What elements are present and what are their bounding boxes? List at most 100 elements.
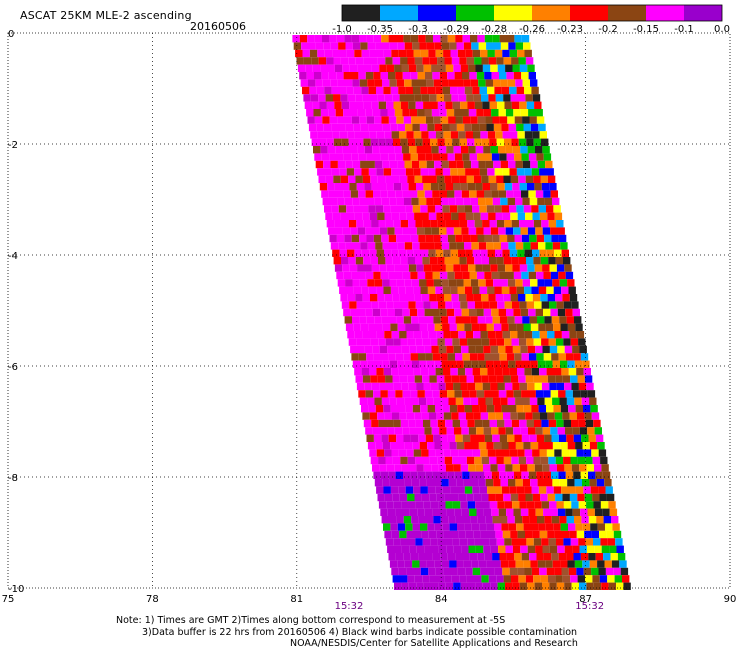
wind-cell xyxy=(363,101,372,109)
wind-cell xyxy=(593,582,602,590)
wind-cell xyxy=(525,57,534,65)
wind-cell xyxy=(510,530,518,539)
wind-cell xyxy=(422,338,431,346)
wind-cell xyxy=(450,249,458,257)
wind-cell xyxy=(370,57,378,65)
wind-cell xyxy=(534,464,543,472)
wind-cell xyxy=(523,360,531,368)
wind-cell xyxy=(507,197,515,206)
wind-cell xyxy=(437,138,445,146)
wind-cell xyxy=(526,138,534,146)
wind-cell xyxy=(365,390,374,398)
wind-cell xyxy=(493,479,501,487)
wind-cell xyxy=(490,183,498,191)
wind-cell xyxy=(367,242,376,250)
wind-cell xyxy=(567,479,575,487)
wind-cell xyxy=(414,575,423,583)
wind-cell xyxy=(359,197,367,206)
wind-cell xyxy=(482,183,490,191)
wind-cell xyxy=(364,301,372,309)
wind-cell xyxy=(542,345,550,354)
wind-cell xyxy=(429,375,437,383)
wind-cell xyxy=(528,427,536,435)
wind-cell xyxy=(559,516,567,524)
wind-cell xyxy=(420,567,429,576)
wind-cell xyxy=(596,479,605,487)
wind-cell xyxy=(557,464,565,472)
wind-cell xyxy=(450,86,458,95)
wind-cell xyxy=(465,567,473,576)
wind-cell xyxy=(464,86,473,95)
wind-cell xyxy=(466,175,474,183)
wind-cell xyxy=(443,449,451,457)
wind-cell xyxy=(374,397,382,405)
wind-cell xyxy=(447,471,455,479)
wind-cell xyxy=(392,456,401,465)
wind-cell xyxy=(319,101,327,109)
wind-cell xyxy=(424,508,433,516)
wind-cell xyxy=(334,220,342,228)
wind-cell xyxy=(461,390,470,398)
wind-cell xyxy=(484,434,493,442)
wind-cell xyxy=(397,242,405,250)
wind-cell xyxy=(350,146,358,154)
wind-cell xyxy=(579,545,587,553)
wind-cell xyxy=(331,205,339,213)
wind-cell xyxy=(426,79,434,87)
wind-cell xyxy=(389,197,397,206)
wind-cell xyxy=(550,508,558,516)
wind-cell xyxy=(522,516,530,524)
wind-cell xyxy=(453,382,461,391)
wind-cell xyxy=(413,567,421,576)
wind-cell xyxy=(415,338,423,346)
wind-cell xyxy=(381,116,389,124)
wind-cell xyxy=(369,49,377,58)
wind-cell xyxy=(405,486,414,494)
wind-cell xyxy=(494,86,502,95)
wind-cell xyxy=(534,301,542,309)
wind-cell xyxy=(446,464,454,472)
wind-cell xyxy=(483,345,491,354)
wind-cell xyxy=(382,479,390,487)
wind-cell xyxy=(407,493,415,502)
wind-cell xyxy=(404,442,413,450)
wind-cell xyxy=(357,109,366,117)
wind-cell xyxy=(597,560,605,568)
wind-cell xyxy=(471,42,479,50)
wind-cell xyxy=(428,131,436,139)
wind-cell xyxy=(465,449,473,457)
wind-cell xyxy=(400,138,408,146)
wind-cell xyxy=(451,412,459,420)
wind-cell xyxy=(513,390,522,398)
wind-cell xyxy=(555,493,563,502)
wind-cell xyxy=(512,501,520,509)
wind-cell xyxy=(415,456,423,465)
wind-cell xyxy=(428,530,437,539)
wind-cell xyxy=(443,49,451,58)
wind-cell xyxy=(508,323,517,331)
wind-cell xyxy=(362,375,371,383)
color-scale-swatch xyxy=(342,5,380,21)
wind-cell xyxy=(479,168,488,176)
wind-cell xyxy=(506,190,514,198)
wind-cell xyxy=(462,471,470,479)
wind-cell xyxy=(378,220,386,228)
wind-cell xyxy=(359,79,368,87)
wind-cell xyxy=(368,205,376,213)
wind-cell xyxy=(523,560,531,568)
wind-cell xyxy=(586,382,594,391)
wind-cell xyxy=(440,434,448,442)
wind-cell xyxy=(355,57,364,65)
wind-cell xyxy=(491,72,499,80)
wind-cell xyxy=(492,353,500,361)
wind-cell xyxy=(477,35,485,43)
wind-cell xyxy=(553,286,562,294)
wind-cell xyxy=(391,49,399,58)
wind-cell xyxy=(459,138,467,146)
wind-cell xyxy=(383,486,391,494)
wind-cell xyxy=(502,530,511,539)
wind-cell xyxy=(548,419,557,428)
wind-cell xyxy=(518,493,526,502)
wind-cell xyxy=(389,516,397,524)
wind-cell xyxy=(346,86,354,95)
